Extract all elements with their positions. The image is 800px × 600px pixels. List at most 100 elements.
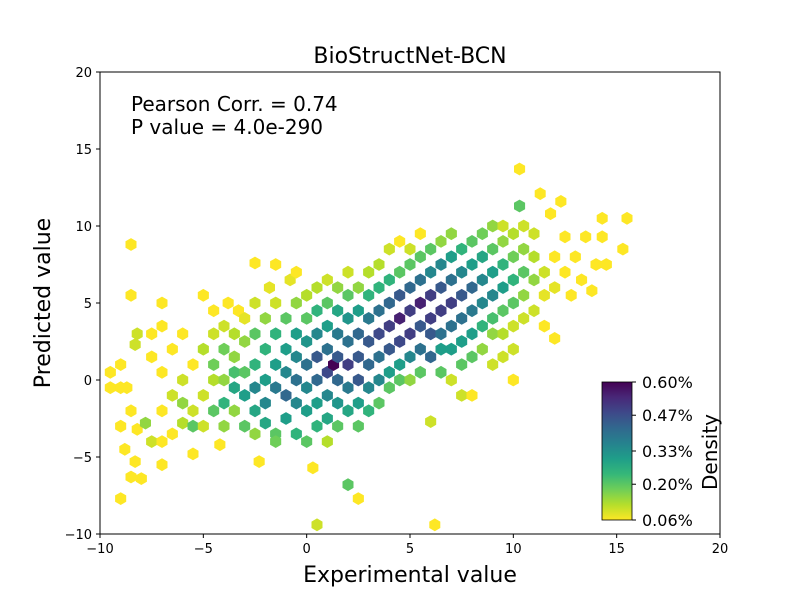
hex-cell [208,358,220,371]
hex-cell [373,396,385,410]
hex-cell [404,350,416,364]
hex-cell [435,258,447,271]
hex-cell [232,304,244,318]
hex-cell [425,312,437,325]
hex-cell [125,404,137,418]
hex-cell [253,455,265,468]
hex-cell [119,442,131,456]
hex-cell [259,396,271,410]
hex-cell [507,273,519,287]
hex-cell [549,250,561,264]
hex-cell [404,242,416,256]
hex-cell [507,227,519,241]
hex-cell [332,419,344,433]
hex-cell [104,381,116,395]
hex-cell [466,281,478,294]
colorbar: 0.06% 0.20% 0.33% 0.47% 0.60% Density [601,373,722,530]
hex-cell [239,365,251,379]
hex-cell [394,288,406,302]
hex-cell [425,265,437,279]
hex-cell [135,472,147,485]
hex-cell [218,396,230,410]
hex-cell [125,238,137,251]
hex-cell [352,373,364,387]
hex-cell [363,381,375,395]
hex-cell [239,389,251,402]
hex-cell [383,365,395,379]
hex-cell [383,342,395,356]
hex-cell [456,242,468,256]
hex-cell [394,358,406,371]
hex-cell [435,304,447,318]
hex-cell [166,427,178,441]
hex-cell [166,342,178,356]
hex-cell [596,230,608,244]
hex-cell [456,312,468,325]
hex-cell [352,304,364,318]
hex-cell [404,304,416,318]
colorbar-label: Density [698,414,722,490]
hex-cell [301,381,313,395]
hex-cell [342,335,354,348]
hex-cell [129,338,141,351]
hex-cell [414,319,426,333]
hex-cell [466,327,478,341]
hex-cell [507,250,519,264]
colorbar-gradient [601,381,633,521]
hex-cell [363,335,375,348]
hex-cell [197,288,209,302]
hex-cell [301,312,313,325]
hex-cell [456,288,468,302]
hex-cell [311,304,323,318]
hex-cell [352,281,364,294]
hex-cell [228,365,240,379]
hex-cell [404,373,416,387]
hex-cell [576,273,588,287]
hex-cell [187,358,199,371]
hex-cell [373,281,385,294]
hex-cell [466,389,478,402]
hex-cell [197,419,209,433]
hex-cell [146,350,158,364]
hex-cell [559,265,571,279]
hex-cell [270,435,282,448]
hex-cell [394,265,406,279]
hex-cell [435,342,447,356]
hex-cell [280,412,292,425]
y-axis-label: Predicted value [31,218,56,388]
hex-cell [352,419,364,433]
hex-cell [373,327,385,341]
hex-cell [187,404,199,418]
colorbar-tick-label: 0.06% [642,511,693,530]
hex-cell [125,470,137,484]
hex-cell [342,404,354,418]
hex-cell [383,273,395,287]
hex-cell [156,365,168,379]
hex-cell [514,162,526,176]
hex-cell [445,296,457,310]
hex-cell [394,312,406,325]
hex-cell [425,242,437,256]
hex-cell [528,227,540,241]
hex-cell [456,389,468,402]
hex-cell [507,342,519,356]
hex-cell [514,199,526,213]
hex-cell [476,273,488,287]
hex-cell [445,373,457,387]
y-tick-label: 20 [75,66,92,81]
hex-cell [559,230,571,244]
hex-cell [497,327,509,341]
hex-cell [487,358,499,371]
hex-cell [342,358,354,371]
hex-cell [518,242,530,256]
hex-cell [197,342,209,356]
hex-cell [332,350,344,364]
hex-cell [435,365,447,379]
hex-cell [586,284,598,298]
chart-title: BioStructNet-BCN [313,44,506,69]
hex-cell [249,296,261,310]
hex-cell [569,250,581,264]
hex-cell [373,258,385,271]
hex-cell [290,427,302,441]
hex-cell [218,419,230,433]
